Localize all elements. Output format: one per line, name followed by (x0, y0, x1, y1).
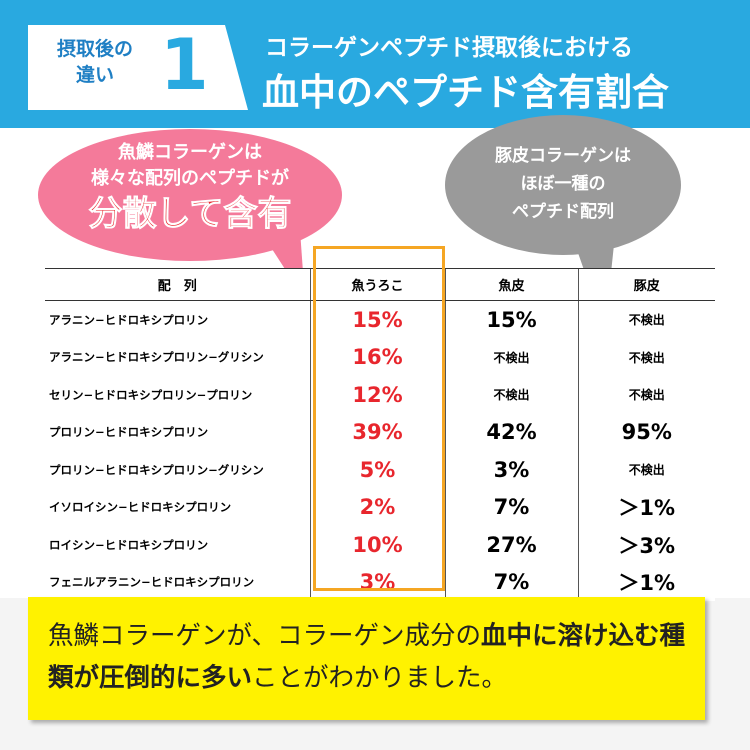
pig-bubble (445, 115, 681, 255)
highlight-frame (313, 246, 445, 591)
value-cell: 不検出 (577, 376, 715, 414)
text-emphasis: 血中に溶け込む種類が圧倒的に多い (48, 621, 686, 693)
table-row: フェニルアラニン−ヒドロキシプロリン 3% 7% ＞1% (45, 563, 715, 601)
bubble-line: ペプチド配列 (512, 202, 614, 222)
sequence-cell: フェニルアラニン−ヒドロキシプロリン (49, 575, 255, 590)
title-line: コラーゲンペプチド摂取後における (265, 35, 633, 61)
value-cell: 7% (444, 488, 578, 526)
fish-bubble-text: 魚鱗コラーゲンは 様々な配列のペプチドが 分散して含有 (40, 140, 340, 236)
value-cell: ＞1% (577, 563, 715, 601)
badge-text: 摂取後の 違い (40, 36, 150, 88)
value-cell: 不検出 (444, 338, 578, 376)
fish-bubble (38, 129, 342, 261)
value-cell: 不検出 (444, 376, 578, 414)
value-cell: 15% (309, 300, 445, 339)
table-row: ロイシン−ヒドロキシプロリン 10% 27% ＞3% (45, 526, 715, 564)
column-header: 魚うろこ (309, 268, 445, 301)
table-row: アラニン−ヒドロキシプロリン−グリシン 16% 不検出 不検出 (45, 338, 715, 376)
title-line: 血中のペプチド含有割合 (262, 71, 669, 114)
sequence-cell: ロイシン−ヒドロキシプロリン (49, 537, 209, 552)
text-span: ことがわかりました。 (252, 663, 508, 693)
value-cell: 不検出 (577, 451, 715, 489)
badge-line: 違い (75, 64, 114, 86)
value-cell: 15% (444, 300, 578, 339)
sequence-cell: アラニン−ヒドロキシプロリン−グリシン (49, 350, 264, 365)
column-header: 魚皮 (444, 268, 578, 301)
value-cell: 3% (444, 451, 578, 489)
value-cell: 95% (577, 413, 715, 451)
column-header: 配 列 (45, 268, 310, 301)
value-cell: 5% (309, 451, 445, 489)
value-cell: 42% (444, 413, 578, 451)
value-cell: 12% (309, 376, 445, 414)
value-cell: 7% (444, 563, 578, 601)
pig-bubble-text: 豚皮コラーゲンは ほぼ一種の ペプチド配列 (445, 142, 681, 226)
table-row: プロリン−ヒドロキシプロリン 39% 42% 95% (45, 413, 715, 451)
bubble-line: 魚鱗コラーゲンは (118, 142, 262, 163)
value-cell: ＞1% (577, 488, 715, 526)
table-row: プロリン−ヒドロキシプロリン−グリシン 5% 3% 不検出 (45, 451, 715, 489)
sequence-cell: イソロイシン−ヒドロキシプロリン (49, 500, 232, 515)
conclusion-text: 魚鱗コラーゲンが、コラーゲン成分の血中に溶け込む種類が圧倒的に多いことがわかりま… (48, 615, 698, 699)
value-cell: 3% (309, 563, 445, 601)
value-cell: 27% (444, 526, 578, 564)
bubble-line: ほぼ一種の (520, 174, 606, 194)
value-cell: 2% (309, 488, 445, 526)
bubble-line: 豚皮コラーゲンは (495, 146, 631, 166)
conclusion-box (28, 597, 705, 720)
table: 配 列魚うろこ 魚皮 豚皮 アラニン−ヒドロキシプロリン 15% 15% 不検出 アラニン−… (45, 268, 715, 601)
value-cell: 10% (309, 526, 445, 564)
sequence-cell: プロリン−ヒドロキシプロリン (49, 425, 209, 440)
table-row: アラニン−ヒドロキシプロリン 15% 15% 不検出 (45, 300, 715, 339)
badge-number: 1 (160, 24, 209, 106)
column-header: 豚皮 (577, 268, 715, 301)
table-row: イソロイシン−ヒドロキシプロリン 2% 7% ＞1% (45, 488, 715, 526)
bubble-line: 様々な配列のペプチドが (91, 168, 289, 189)
table-row: セリン−ヒドロキシプロリン−プロリン 12% 不検出 不検出 (45, 376, 715, 414)
value-cell: 16% (309, 338, 445, 376)
text-span: 魚鱗コラーゲンが、コラーゲン成分の (48, 621, 481, 651)
sequence-cell: プロリン−ヒドロキシプロリン−グリシン (49, 462, 264, 477)
value-cell: ＞3% (577, 526, 715, 564)
sequence-cell: アラニン−ヒドロキシプロリン (49, 312, 209, 327)
table-header: 配 列魚うろこ 魚皮 豚皮 (45, 268, 715, 301)
value-cell: 39% (309, 413, 445, 451)
value-cell: 不検出 (577, 300, 715, 339)
badge (28, 25, 248, 110)
value-cell: 不検出 (577, 338, 715, 376)
bubble-emphasis: 分散して含有 (88, 194, 292, 235)
sequence-cell: セリン−ヒドロキシプロリン−プロリン (49, 387, 253, 402)
table-body: アラニン−ヒドロキシプロリン 15% 15% 不検出 アラニン−ヒドロキシプロリン−グリ… (45, 300, 715, 601)
badge-line: 摂取後の (56, 38, 133, 60)
